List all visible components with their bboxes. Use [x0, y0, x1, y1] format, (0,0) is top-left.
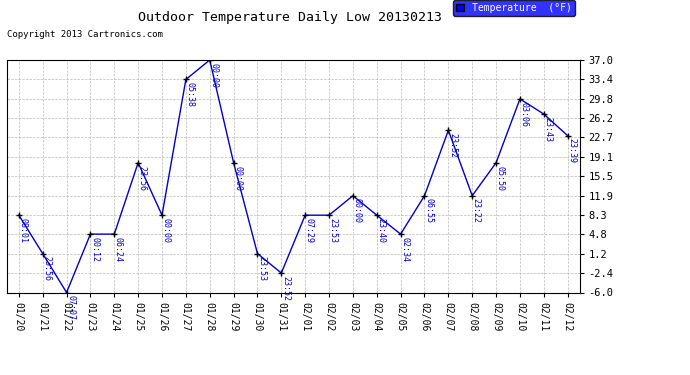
Text: 23:22: 23:22: [472, 198, 481, 223]
Text: 23:39: 23:39: [567, 138, 576, 164]
Text: 03:06: 03:06: [520, 102, 529, 127]
Text: 07:29: 07:29: [305, 218, 314, 243]
Text: 23:52: 23:52: [281, 276, 290, 301]
Text: 23:53: 23:53: [328, 218, 337, 243]
Text: 23:56: 23:56: [138, 165, 147, 190]
Text: 23:56: 23:56: [42, 256, 51, 281]
Text: 08:01: 08:01: [19, 218, 28, 243]
Text: 00:00: 00:00: [353, 198, 362, 223]
Text: 06:24: 06:24: [114, 237, 123, 262]
Text: Outdoor Temperature Daily Low 20130213: Outdoor Temperature Daily Low 20130213: [138, 11, 442, 24]
Text: 06:55: 06:55: [424, 198, 433, 223]
Text: 05:38: 05:38: [186, 82, 195, 107]
Text: 23:40: 23:40: [377, 218, 386, 243]
Text: Copyright 2013 Cartronics.com: Copyright 2013 Cartronics.com: [7, 30, 163, 39]
Text: 02:34: 02:34: [400, 237, 409, 262]
Text: 00:00: 00:00: [161, 218, 170, 243]
Text: 00:00: 00:00: [209, 63, 219, 88]
Text: 00:00: 00:00: [233, 165, 242, 190]
Legend: Temperature  (°F): Temperature (°F): [453, 0, 575, 16]
Text: 23:52: 23:52: [448, 133, 457, 158]
Text: 23:43: 23:43: [544, 117, 553, 142]
Text: 23:53: 23:53: [257, 256, 266, 281]
Text: 05:50: 05:50: [495, 165, 505, 190]
Text: 07:07: 07:07: [66, 295, 75, 320]
Text: 00:12: 00:12: [90, 237, 99, 262]
